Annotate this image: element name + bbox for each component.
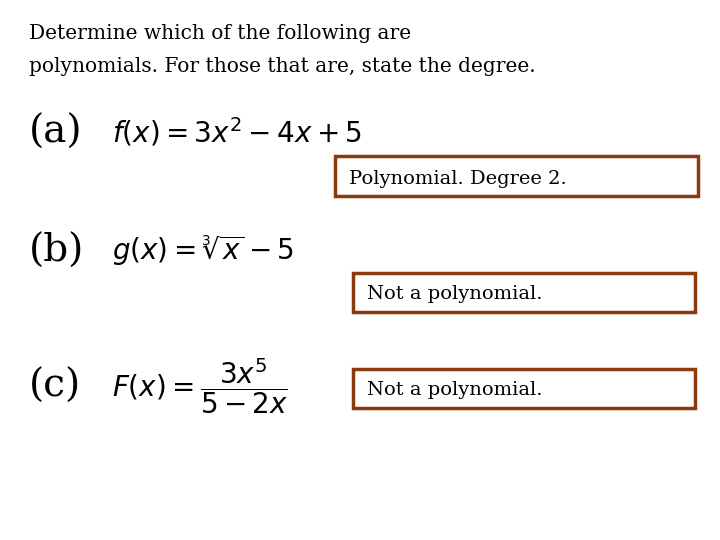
Text: Not a polynomial.: Not a polynomial.	[367, 285, 543, 303]
Text: $f(x) = 3x^{2} - 4x + 5$: $f(x) = 3x^{2} - 4x + 5$	[112, 116, 361, 148]
Text: (a): (a)	[29, 114, 82, 151]
Text: polynomials. For those that are, state the degree.: polynomials. For those that are, state t…	[29, 57, 536, 76]
FancyBboxPatch shape	[353, 273, 695, 312]
Text: Not a polynomial.: Not a polynomial.	[367, 381, 543, 399]
Text: $F(x) = \dfrac{3x^{5}}{5 - 2x}$: $F(x) = \dfrac{3x^{5}}{5 - 2x}$	[112, 356, 288, 416]
Text: $g(x) = \sqrt[3]{x} - 5$: $g(x) = \sqrt[3]{x} - 5$	[112, 234, 294, 268]
FancyBboxPatch shape	[353, 369, 695, 408]
FancyBboxPatch shape	[335, 156, 698, 196]
Text: Determine which of the following are: Determine which of the following are	[29, 24, 411, 43]
Text: (c): (c)	[29, 368, 81, 404]
Text: (b): (b)	[29, 233, 84, 269]
Text: Polynomial. Degree 2.: Polynomial. Degree 2.	[349, 170, 567, 188]
